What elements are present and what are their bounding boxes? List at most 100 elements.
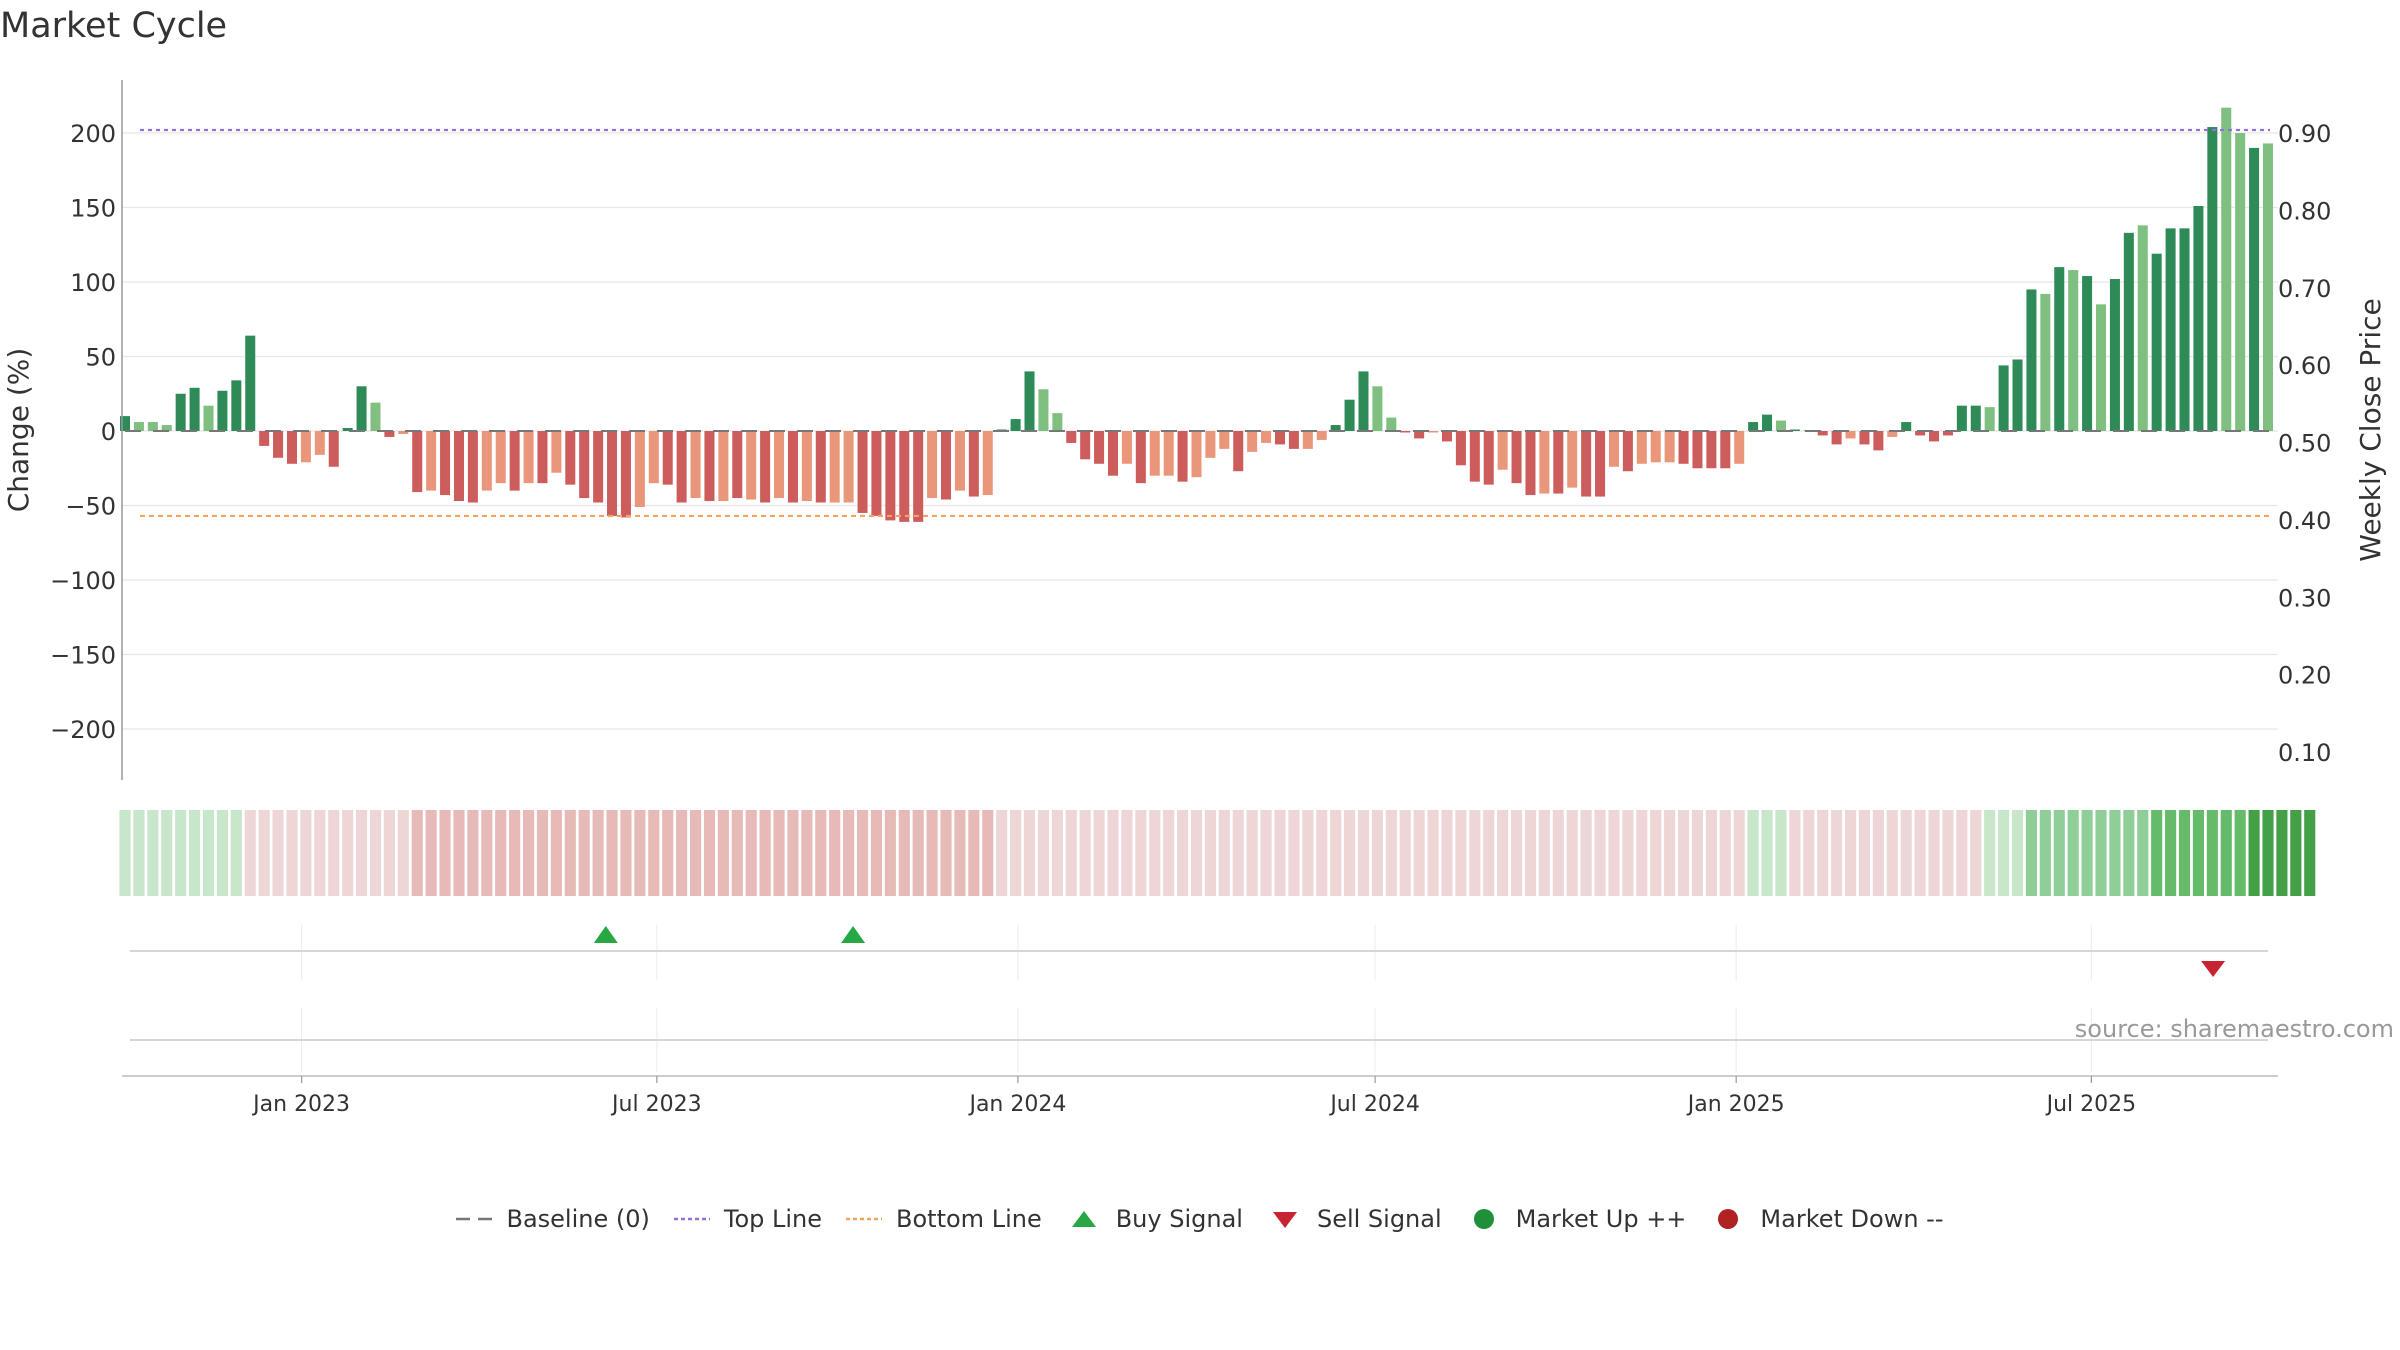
change-bar: [1942, 431, 1953, 436]
change-bar: [1274, 431, 1286, 445]
change-bar: [342, 428, 353, 431]
heat-strip-cell: [175, 810, 187, 896]
y-gridlines: [122, 132, 2278, 730]
heat-strip-cell: [1023, 810, 1036, 896]
heat-strip-cell: [202, 810, 215, 896]
heat-strip-cell: [1580, 810, 1592, 896]
heat-strip-cell: [592, 810, 604, 896]
change-bar: [1066, 431, 1077, 443]
x-tick-label: Jan 2025: [1686, 1092, 1785, 1117]
legend-label: Buy Signal: [1115, 1205, 1243, 1233]
heat-strip-cell: [1650, 810, 1662, 896]
change-bar: [1107, 431, 1119, 476]
heat-strip-cell: [801, 810, 813, 896]
heat-strip-cell: [703, 810, 716, 896]
change-bar: [2193, 206, 2204, 431]
heat-strip-cell: [328, 810, 340, 896]
heat-strip-cell: [954, 810, 966, 896]
change-bar: [579, 431, 590, 499]
heat-strip-cell: [1344, 810, 1356, 896]
change-bar: [1831, 431, 1842, 445]
change-bars: [119, 107, 2274, 522]
heat-strip-cell: [1163, 810, 1175, 896]
change-bar: [1219, 431, 1230, 449]
heat-strip-cell: [2290, 810, 2302, 896]
change-bar: [1080, 431, 1091, 460]
heat-strip-cell: [342, 810, 354, 896]
change-bar: [1595, 431, 1606, 497]
heat-strip-cell: [717, 810, 729, 896]
change-bar: [1344, 399, 1355, 431]
x-tick-label: Jul 2024: [1328, 1092, 1420, 1117]
circle-icon: [1710, 1207, 1746, 1231]
heat-strip-cell: [439, 810, 451, 896]
heat-strip-cell: [620, 810, 632, 896]
change-bar: [1469, 431, 1480, 482]
heat-strip-cell: [1622, 810, 1634, 896]
y2-axis-ticks: 0.90 0.80 0.70 0.60 0.50 0.40 0.30 0.20 0.10: [2278, 120, 2331, 767]
y2-tick-label: 0.20: [2278, 662, 2331, 690]
change-bar: [1901, 422, 1912, 431]
heat-strip-cell: [1844, 810, 1857, 896]
heat-strip-cell: [884, 810, 896, 896]
change-bar: [2165, 228, 2176, 431]
change-bar: [203, 405, 214, 431]
heat-strip-cell: [578, 810, 590, 896]
heat-strip-cell: [815, 810, 827, 896]
change-bar: [1121, 431, 1132, 464]
source-credit: source: sharemaestro.com: [2074, 1015, 2394, 1043]
legend-item: Bottom Line: [846, 1205, 1042, 1233]
change-bar: [1581, 431, 1592, 497]
change-bar: [2123, 232, 2134, 431]
change-bar: [1859, 431, 1870, 445]
heat-strip-cell: [1385, 810, 1397, 896]
dash-line-icon: [456, 1207, 493, 1231]
heat-strip-cell: [2234, 810, 2246, 896]
heat-strip-cell: [522, 810, 535, 896]
heat-strip-cell: [843, 810, 855, 896]
change-bar: [690, 431, 701, 499]
change-bar: [607, 431, 618, 516]
heat-strip-cell: [509, 810, 521, 896]
change-bar: [1052, 413, 1063, 431]
heat-strip-cell: [411, 810, 423, 896]
heat-strip-cell: [564, 810, 576, 896]
heat-strip-cell: [2151, 810, 2163, 896]
heat-strip-cell: [2206, 810, 2218, 896]
change-bar: [1887, 431, 1898, 437]
heat-strip-cell: [495, 810, 507, 896]
change-bar: [2096, 304, 2107, 431]
heat-strip-cell: [1733, 810, 1745, 896]
heat-strip-cell: [731, 810, 743, 896]
change-bar: [1650, 431, 1661, 463]
change-bar: [1734, 431, 1745, 464]
change-bar: [1608, 431, 1619, 467]
change-bar: [801, 431, 812, 502]
change-bar: [1233, 431, 1244, 472]
change-bar: [843, 431, 854, 503]
change-bar: [927, 431, 938, 499]
heat-strip-cell: [216, 810, 228, 896]
change-bar: [1748, 422, 1759, 431]
y2-tick-label: 0.40: [2278, 507, 2331, 535]
y-axis-label: Change (%): [2, 348, 35, 513]
change-bar: [1149, 431, 1160, 476]
heat-strip-cell: [1761, 810, 1773, 896]
change-bar: [565, 431, 576, 485]
heat-strip-cell: [1831, 810, 1843, 896]
signal-panel: [130, 925, 2268, 1072]
heat-strip-cell: [1566, 810, 1578, 896]
y-tick-label: −100: [50, 567, 116, 595]
change-bar: [467, 431, 478, 503]
change-bar: [1428, 431, 1439, 433]
y2-tick-label: 0.50: [2278, 430, 2331, 458]
change-bar: [1177, 431, 1188, 482]
y2-tick-label: 0.80: [2278, 197, 2331, 225]
heat-strip-cell: [1357, 810, 1370, 896]
heat-strip-cell: [1872, 810, 1884, 896]
heat-strip-cell: [1552, 810, 1564, 896]
heat-strip-cell: [1594, 810, 1606, 896]
heat-strip-cell: [634, 810, 646, 896]
heat-strip-cell: [1817, 810, 1829, 896]
change-bar: [2040, 293, 2051, 431]
